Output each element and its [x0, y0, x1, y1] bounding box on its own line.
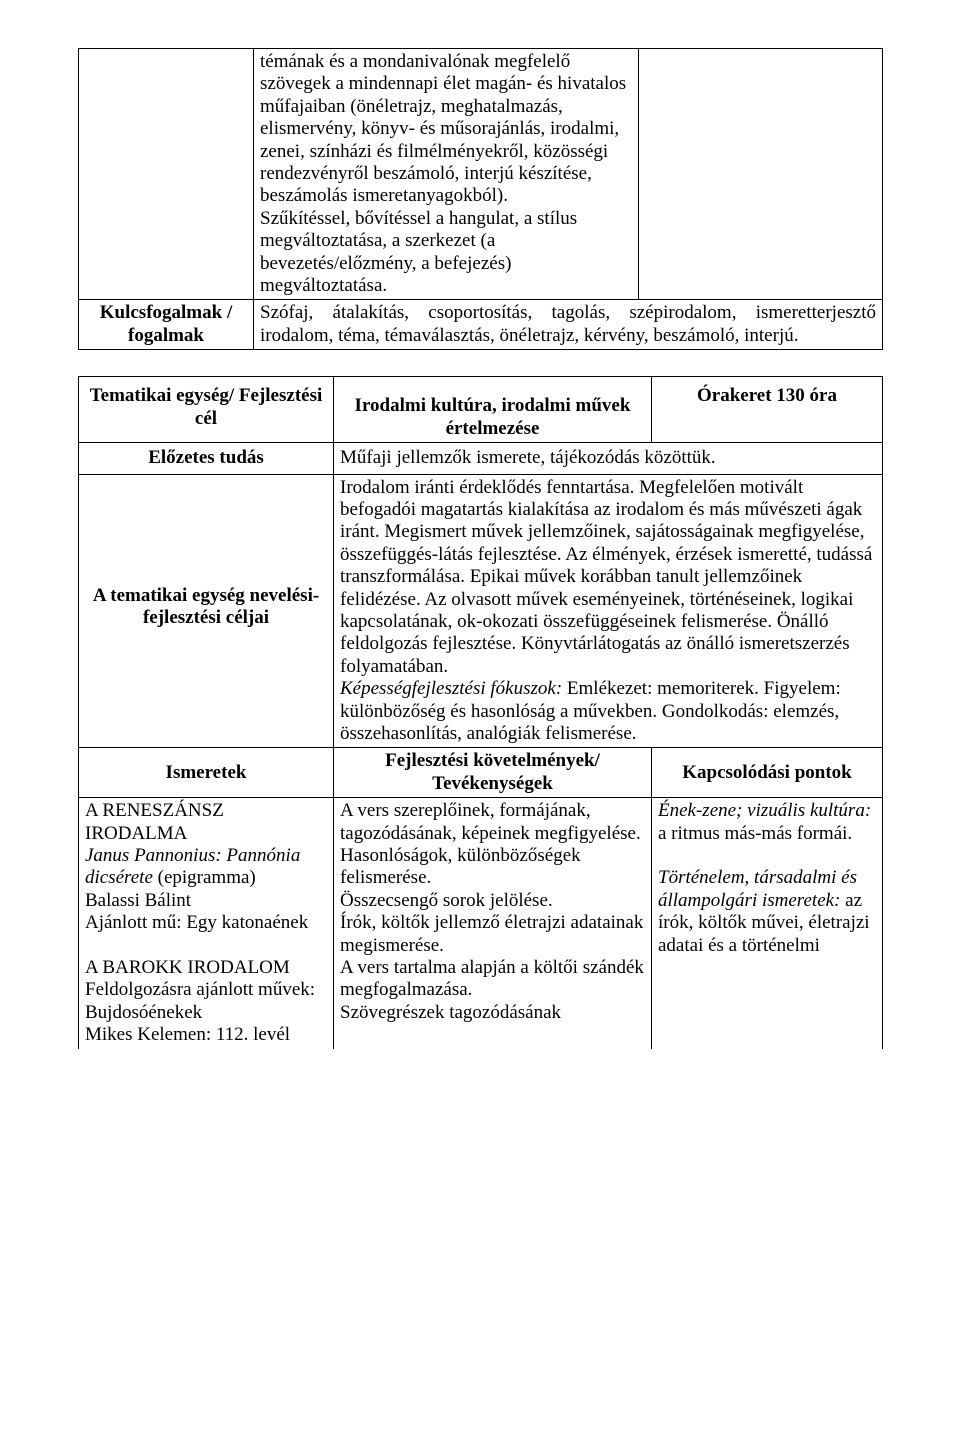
- cell-unit-label: Tematikai egység/ Fejlesztési cél: [79, 377, 334, 443]
- cell-empty: [639, 49, 883, 300]
- cell-requirements-text: A vers szereplőinek, formájának, tagozód…: [334, 798, 652, 1049]
- cell-unit-title: Irodalmi kultúra, irodalmi művek értelme…: [334, 377, 652, 443]
- cell-goals-text: Irodalom iránti érdeklődés fenntartása. …: [334, 474, 883, 748]
- lit-line: (epigramma): [153, 867, 256, 888]
- link-text: a ritmus más-más formái.: [658, 823, 852, 844]
- cell-prior-knowledge-text: Műfaji jellemzők ismerete, tájékozódás k…: [334, 443, 883, 474]
- cell-literature-list: A RENESZÁNSZ IRODALMA Janus Pannonius: P…: [79, 798, 334, 1049]
- table-row: Tematikai egység/ Fejlesztési cél Irodal…: [79, 377, 883, 443]
- cell-prior-knowledge-label: Előzetes tudás: [79, 443, 334, 474]
- goals-focus-label: Képességfejlesztési fókuszok:: [340, 678, 562, 699]
- cell-empty: [79, 49, 254, 300]
- cell-links-text: Ének-zene; vizuális kultúra: a ritmus má…: [652, 798, 883, 1049]
- table-row: Kulcsfogalmak / fogalmak Szófaj, átalakí…: [79, 300, 883, 350]
- table-row: A RENESZÁNSZ IRODALMA Janus Pannonius: P…: [79, 798, 883, 1049]
- lit-line: Balassi Bálint: [85, 890, 191, 911]
- lit-line: Ajánlott mű: Egy katonaének: [85, 912, 308, 933]
- goals-paragraph-1: Irodalom iránti érdeklődés fenntartása. …: [340, 477, 872, 677]
- cell-goals-label: A tematikai egység nevelési-fejlesztési …: [79, 474, 334, 748]
- table-row: Ismeretek Fejlesztési követelmények/ Tev…: [79, 748, 883, 798]
- link-italic: Történelem, társadalmi és állampolgári i…: [658, 867, 857, 910]
- cell-topic-text: témának és a mondanivalónak megfelelő sz…: [254, 49, 639, 300]
- cell-header-links: Kapcsolódási pontok: [652, 748, 883, 798]
- cell-key-concepts-label: Kulcsfogalmak / fogalmak: [79, 300, 254, 350]
- lit-line: Mikes Kelemen: 112. levél: [85, 1024, 290, 1045]
- lit-line: A BAROKK IRODALOM: [85, 957, 290, 978]
- curriculum-table: Tematikai egység/ Fejlesztési cél Irodal…: [78, 376, 883, 1048]
- table-row: Előzetes tudás Műfaji jellemzők ismerete…: [79, 443, 883, 474]
- spacer: [78, 350, 882, 376]
- lit-line: A RENESZÁNSZ IRODALMA: [85, 800, 224, 843]
- lit-line: Bujdosóénekek: [85, 1002, 202, 1023]
- cell-header-knowledge: Ismeretek: [79, 748, 334, 798]
- cell-header-requirements: Fejlesztési követelmények/ Tevékenységek: [334, 748, 652, 798]
- cell-key-concepts-text: Szófaj, átalakítás, csoportosítás, tagol…: [254, 300, 883, 350]
- link-italic: Ének-zene; vizuális kultúra:: [658, 800, 871, 821]
- summary-table: témának és a mondanivalónak megfelelő sz…: [78, 48, 883, 350]
- lit-line: Feldolgozásra ajánlott művek:: [85, 979, 315, 1000]
- page: témának és a mondanivalónak megfelelő sz…: [0, 0, 960, 1049]
- cell-hours: Órakeret 130 óra: [652, 377, 883, 443]
- table-row: A tematikai egység nevelési-fejlesztési …: [79, 474, 883, 748]
- table-row: témának és a mondanivalónak megfelelő sz…: [79, 49, 883, 300]
